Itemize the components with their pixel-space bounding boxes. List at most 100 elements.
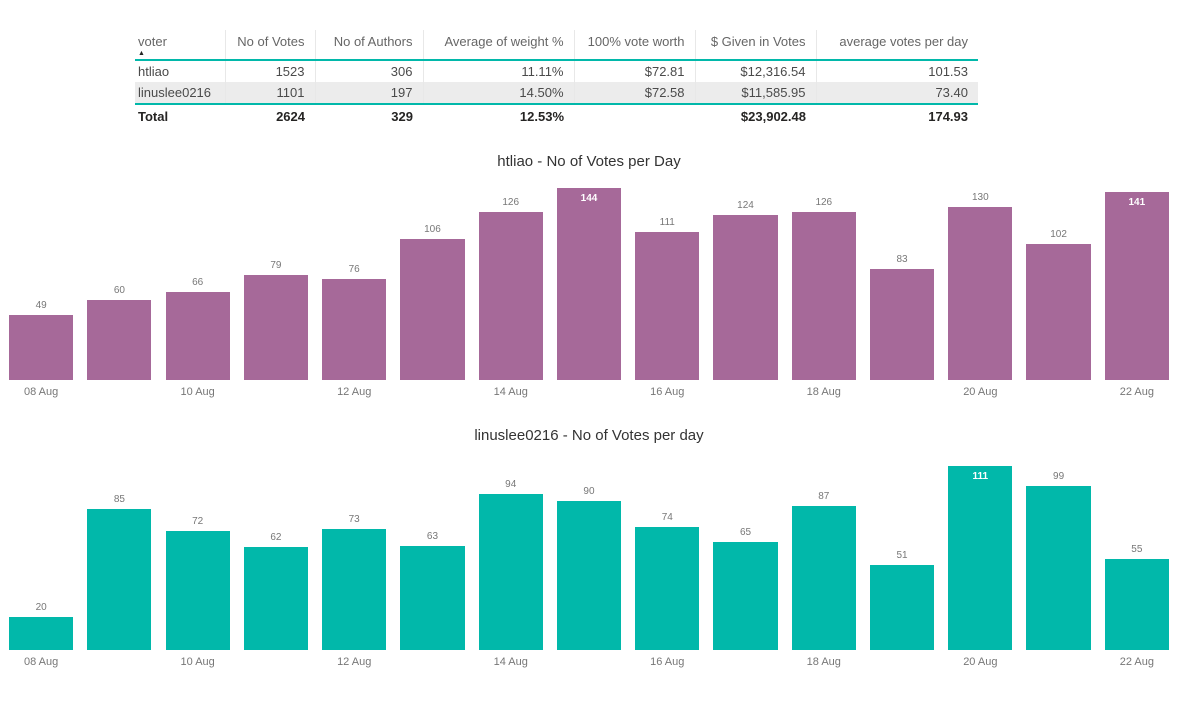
- bar-column: 72: [159, 466, 237, 650]
- x-axis-tick-label: 20 Aug: [963, 656, 998, 668]
- bar-16-aug[interactable]: [635, 527, 700, 650]
- x-axis-tick-label: 10 Aug: [180, 386, 215, 398]
- bar-column: 130: [941, 188, 1019, 380]
- bar-16-aug[interactable]: [635, 232, 700, 380]
- table-cell: 11.11%: [423, 60, 575, 82]
- data-label: 87: [818, 491, 830, 502]
- total-cell: 329: [315, 103, 423, 128]
- bar-15-aug[interactable]: [556, 188, 622, 380]
- column-header-average-of-weight-[interactable]: Average of weight %: [423, 30, 575, 61]
- bar-17-aug[interactable]: [713, 215, 778, 380]
- bar-15-aug[interactable]: [556, 501, 622, 650]
- bar-21-aug[interactable]: [1026, 486, 1091, 650]
- bar-10-aug[interactable]: [165, 292, 230, 380]
- bar-21-aug[interactable]: [1026, 244, 1091, 380]
- data-label: 66: [192, 277, 204, 288]
- bar-17-aug[interactable]: [713, 542, 778, 650]
- data-label: 49: [35, 300, 47, 311]
- bar-column: 73: [315, 466, 393, 650]
- x-axis-tick-label: [1019, 650, 1097, 670]
- x-axis-tick-label: 16 Aug: [650, 386, 685, 398]
- data-label: 74: [661, 512, 673, 523]
- x-axis-tick-label: 08 Aug: [24, 386, 59, 398]
- x-axis-linuslee0216: 08 Aug 10 Aug 12 Aug 14 Aug 16 Aug 18 Aug 20 A…: [0, 650, 1178, 670]
- bar-12-aug[interactable]: [322, 279, 387, 380]
- x-axis-tick-label: [393, 650, 471, 670]
- plot-area-linuslee0216: 20 85 72 62 73 63 94 90 74 65 87 51 111 99 55: [0, 466, 1178, 650]
- x-axis-tick-label: [80, 650, 158, 670]
- data-label: 62: [270, 532, 282, 543]
- data-label: 72: [192, 516, 204, 527]
- column-header-label: No of Votes: [237, 34, 305, 49]
- bar-column: 111: [941, 466, 1019, 650]
- bar-10-aug[interactable]: [165, 531, 230, 650]
- bar-column: 94: [472, 466, 550, 650]
- bar-column: 87: [785, 466, 863, 650]
- bar-09-aug[interactable]: [87, 300, 152, 380]
- bar-column: 49: [2, 188, 80, 380]
- bar-13-aug[interactable]: [400, 239, 465, 380]
- bar-column: 65: [706, 466, 784, 650]
- column-header--given-in-votes[interactable]: $ Given in Votes: [695, 30, 817, 61]
- bar-19-aug[interactable]: [869, 565, 935, 650]
- bar-13-aug[interactable]: [400, 546, 465, 650]
- data-label: 60: [113, 285, 125, 296]
- bar-14-aug[interactable]: [478, 212, 543, 380]
- column-header-no-of-votes[interactable]: No of Votes: [225, 30, 316, 61]
- table-row-htliao[interactable]: htliao 1523 306 11.11% $72.81 $12,316.54 101.5…: [135, 60, 978, 82]
- chart-title-linuslee0216: linuslee0216 - No of Votes per day: [474, 427, 704, 444]
- table-cell: 1523: [225, 60, 316, 82]
- bar-column: 141: [1098, 188, 1176, 380]
- data-label: 111: [659, 217, 675, 228]
- column-header-100-vote-worth[interactable]: 100% vote worth: [574, 30, 696, 61]
- bar-08-aug[interactable]: [9, 315, 74, 380]
- x-axis-tick-label: 14 Aug: [493, 386, 528, 398]
- column-header-no-of-authors[interactable]: No of Authors: [315, 30, 424, 61]
- column-header-average-votes-per-day[interactable]: average votes per day: [816, 30, 978, 61]
- bar-19-aug[interactable]: [869, 269, 935, 380]
- x-axis-tick-label: 18 Aug: [806, 386, 841, 398]
- bar-09-aug[interactable]: [87, 509, 152, 650]
- bar-column: 144: [550, 188, 628, 380]
- table-cell: linuslee0216: [135, 82, 226, 104]
- table-row-linuslee0216[interactable]: linuslee0216 1101 197 14.50% $72.58 $11,585.9…: [135, 82, 978, 104]
- bar-column: 66: [159, 188, 237, 380]
- data-label: 76: [348, 264, 360, 275]
- sort-ascending-icon: ▲: [138, 50, 145, 57]
- x-axis-tick-label: 20 Aug: [963, 386, 998, 398]
- x-axis-tick-label: [706, 380, 784, 400]
- table-header-row: voter ▲ No of Votes No of Authors Average of…: [135, 30, 978, 61]
- table-cell: $72.81: [574, 60, 696, 82]
- bar-11-aug[interactable]: [243, 547, 308, 650]
- data-label: 20: [35, 602, 47, 613]
- data-label: 73: [348, 514, 360, 525]
- data-label: 99: [1053, 471, 1065, 482]
- x-axis-tick-label: 22 Aug: [1119, 656, 1154, 668]
- data-label: 124: [737, 200, 754, 211]
- data-label: 90: [583, 486, 595, 497]
- voter-summary-table-visual: voter ▲ No of Votes No of Authors Average of…: [135, 30, 978, 128]
- x-axis-tick-label: [237, 650, 315, 670]
- total-cell: 2624: [225, 103, 315, 128]
- bar-column: 20: [2, 466, 80, 650]
- bar-column: 99: [1019, 466, 1097, 650]
- bar-12-aug[interactable]: [322, 529, 387, 650]
- x-axis-tick-label: 22 Aug: [1119, 386, 1154, 398]
- bar-column: 106: [393, 188, 471, 380]
- bar-20-aug[interactable]: [948, 207, 1013, 380]
- bar-column: 79: [237, 188, 315, 380]
- table-cell: 101.53: [928, 64, 968, 79]
- bar-08-aug[interactable]: [9, 617, 74, 650]
- bar-18-aug[interactable]: [791, 212, 856, 380]
- bar-22-aug[interactable]: [1104, 192, 1169, 380]
- bar-20-aug[interactable]: [948, 466, 1013, 650]
- x-axis-tick-label: [80, 380, 158, 400]
- bar-14-aug[interactable]: [478, 494, 543, 650]
- bar-11-aug[interactable]: [243, 275, 308, 380]
- x-axis-tick-label: 08 Aug: [24, 656, 59, 668]
- column-header-voter[interactable]: voter ▲: [135, 30, 226, 61]
- data-label: 79: [270, 260, 282, 271]
- bar-22-aug[interactable]: [1104, 559, 1169, 650]
- data-label: 94: [505, 479, 517, 490]
- bar-18-aug[interactable]: [791, 506, 856, 650]
